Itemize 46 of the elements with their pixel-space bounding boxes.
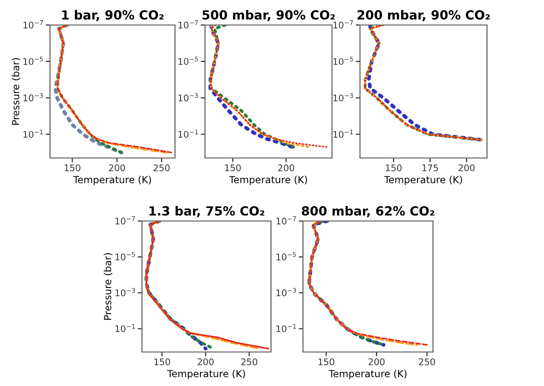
x-tick-label: 150 (154, 358, 170, 366)
y-tick-label: 10$^{−7}$ (24, 20, 43, 28)
chart-title: 200 mbar, 90% CO₂ (358, 10, 490, 22)
chart-title: 800 mbar, 62% CO₂ (302, 206, 434, 218)
x-tick-label: 200 (109, 164, 125, 172)
y-tick-label: 10$^{−5}$ (24, 56, 43, 65)
y-tick-label: 10$^{−5}$ (116, 252, 135, 260)
y-tick-label: 10$^{−3}$ (276, 288, 296, 296)
y-tick-label: 10$^{−5}$ (178, 56, 198, 65)
y-tick-label: 10$^{−3}$ (334, 93, 353, 102)
y-tick-label: 10$^{−3}$ (178, 93, 198, 102)
y-tick-label: 10$^{−7}$ (178, 20, 198, 28)
y-tick-label: 10$^{−1}$ (178, 130, 198, 138)
y-tick-label: 10$^{−5}$ (334, 56, 353, 65)
y-tick-label: 10$^{−5}$ (276, 252, 296, 260)
x-tick-label: 250 (241, 358, 258, 366)
x-axis-title: Temperature (K) (73, 176, 151, 186)
y-axis-title: Pressure (bar) (104, 253, 112, 320)
y-tick-label: 10$^{−7}$ (116, 216, 135, 224)
chart-title: 1 bar, 90% CO₂ (62, 10, 164, 22)
x-tick-label: 150 (64, 164, 80, 172)
x-tick-label: 200 (278, 164, 294, 172)
chart-title: 1.3 bar, 75% CO₂ (149, 206, 264, 218)
y-tick-label: 10$^{−7}$ (334, 20, 353, 28)
y-tick-label: 10$^{−3}$ (116, 288, 135, 296)
x-axis-title: Temperature (K) (229, 176, 307, 186)
y-tick-label: 10$^{−1}$ (116, 324, 135, 332)
y-axis-title: Pressure (bar) (12, 58, 20, 125)
x-axis-title: Temperature (K) (167, 370, 245, 380)
y-tick-label: 10$^{−7}$ (276, 216, 296, 224)
x-tick-label: 150 (318, 358, 334, 366)
x-axis-title: Temperature (K) (328, 370, 406, 380)
y-tick-label: 10$^{−1}$ (24, 130, 43, 138)
x-tick-label: 250 (154, 164, 170, 172)
x-tick-label: 200 (198, 358, 214, 366)
x-tick-label: 200 (458, 164, 475, 172)
x-axis-title: Temperature (K) (384, 176, 462, 186)
x-tick-label: 250 (419, 358, 435, 366)
x-tick-label: 200 (368, 358, 385, 366)
y-tick-label: 10$^{−3}$ (24, 93, 43, 102)
x-tick-label: 150 (386, 164, 402, 172)
x-tick-label: 150 (225, 164, 241, 172)
x-tick-label: 175 (422, 164, 438, 172)
chart-title: 500 mbar, 90% CO₂ (202, 10, 335, 22)
y-tick-label: 10$^{−1}$ (334, 130, 353, 138)
y-tick-label: 10$^{−1}$ (276, 324, 296, 332)
